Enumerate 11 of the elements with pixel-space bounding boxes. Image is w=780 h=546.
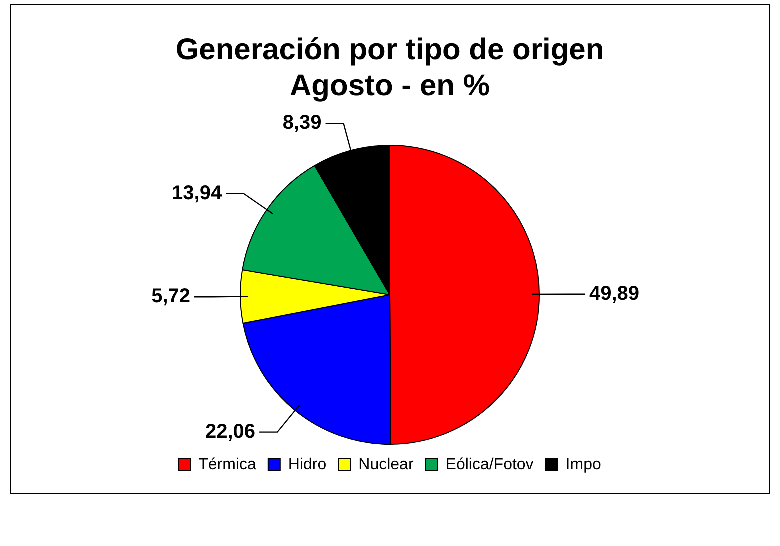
data-label: 13,94 xyxy=(172,182,223,204)
data-label: 8,39 xyxy=(282,112,322,134)
legend-label: Hidro xyxy=(288,456,327,474)
data-label: 49,89 xyxy=(590,282,640,305)
data-label: 5,72 xyxy=(152,286,191,308)
legend-label: Térmica xyxy=(198,456,257,474)
data-label: 22,06 xyxy=(205,420,256,443)
legend-label: Eólica/Fotov xyxy=(446,456,534,474)
legend-label: Nuclear xyxy=(358,456,414,474)
legend-label: Impo xyxy=(566,456,602,474)
chart-title: Generación por tipo de origen Agosto - en % xyxy=(176,33,604,102)
